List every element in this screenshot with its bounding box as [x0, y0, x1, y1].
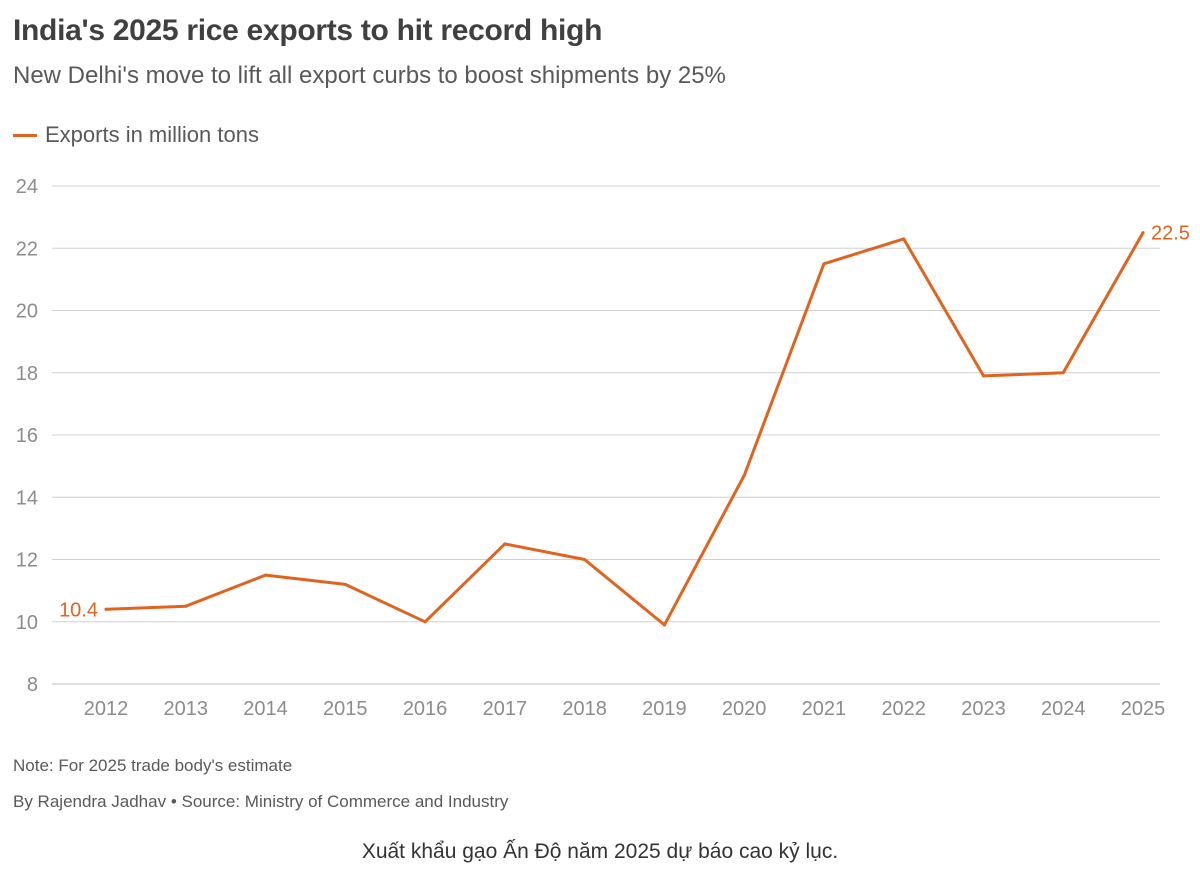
chart-note: Note: For 2025 trade body's estimate	[13, 756, 293, 775]
chart-subtitle: New Delhi's move to lift all export curb…	[13, 62, 726, 89]
x-tick-label: 2018	[562, 698, 607, 720]
image-caption: Xuất khẩu gạo Ấn Độ năm 2025 dự báo cao …	[361, 840, 839, 863]
data-point	[184, 604, 188, 608]
legend: Exports in million tons	[13, 122, 259, 148]
data-point	[1061, 371, 1065, 375]
series-layer	[104, 231, 1145, 627]
grid-lines	[52, 185, 1160, 685]
x-tick-label: 2024	[1041, 698, 1086, 720]
x-tick-label: 2023	[961, 698, 1006, 720]
x-tick-label: 2020	[722, 698, 767, 720]
data-labels: 10.4 22.5	[59, 223, 1190, 622]
y-tick-label: 8	[27, 674, 38, 696]
x-tick-label: 2017	[483, 698, 528, 720]
y-tick-label: 12	[16, 550, 38, 572]
data-point	[902, 237, 906, 241]
legend-label: Exports in million tons	[45, 122, 259, 147]
chart-title: India's 2025 rice exports to hit record …	[13, 14, 603, 47]
y-tick-label: 18	[16, 363, 38, 385]
data-point	[742, 473, 746, 477]
x-tick-label: 2022	[881, 698, 926, 720]
data-point	[503, 542, 507, 546]
y-tick-label: 20	[16, 301, 38, 323]
y-tick-label: 10	[16, 612, 38, 634]
data-label: 22.5	[1151, 223, 1190, 245]
y-tick-label: 14	[16, 487, 38, 509]
x-tick-label: 2015	[323, 698, 368, 720]
y-tick-label: 24	[16, 176, 38, 198]
x-tick-label: 2012	[84, 698, 129, 720]
data-point	[343, 582, 347, 586]
data-point	[981, 374, 985, 378]
x-tick-label: 2025	[1121, 698, 1166, 720]
data-point	[822, 262, 826, 266]
series-line	[104, 231, 1145, 627]
data-point	[662, 623, 666, 627]
y-axis-ticks: 8 10 12 14 16 18 20 22 24	[16, 176, 38, 696]
x-axis-ticks: 2012 2013 2014 2015 2016 2017 2018 2019 2020 2021…	[84, 698, 1166, 720]
data-point	[423, 620, 427, 624]
data-point	[104, 607, 108, 611]
data-label: 10.4	[59, 599, 98, 621]
x-tick-label: 2016	[403, 698, 448, 720]
x-tick-label: 2019	[642, 698, 687, 720]
data-point	[1141, 231, 1145, 235]
y-tick-label: 22	[16, 238, 38, 260]
x-tick-label: 2021	[802, 698, 847, 720]
chart-byline: By Rajendra Jadhav • Source: Ministry of…	[13, 792, 509, 811]
x-tick-label: 2014	[243, 698, 288, 720]
x-tick-label: 2013	[164, 698, 209, 720]
data-point	[264, 573, 268, 577]
legend-swatch	[13, 133, 37, 137]
y-tick-label: 16	[16, 425, 38, 447]
data-point	[583, 558, 587, 561]
